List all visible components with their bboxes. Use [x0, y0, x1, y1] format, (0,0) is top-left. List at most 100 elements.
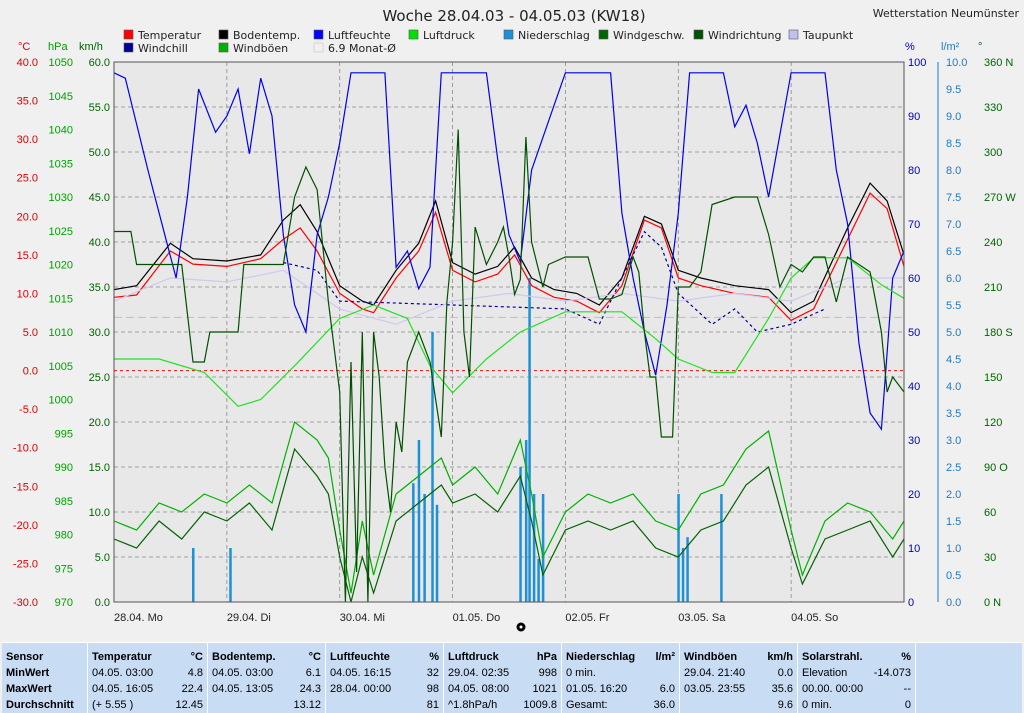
- legend-swatch: [788, 29, 799, 40]
- stats-value: 6.0: [659, 683, 675, 695]
- hum-unit: %: [905, 41, 915, 53]
- dir-axis-tick: 180 S: [984, 327, 1013, 339]
- wind-axis-tick: 0.0: [95, 597, 110, 609]
- wind-axis-tick: 30.0: [89, 327, 110, 339]
- x-tick-label: 02.05. Fr: [565, 612, 609, 624]
- press-axis-tick: 995: [55, 428, 73, 440]
- stats-value: °C: [190, 651, 203, 663]
- hum-axis-tick: 70: [908, 219, 920, 231]
- stats-value: 0: [904, 699, 911, 711]
- stats-label: Windböen: [684, 651, 738, 663]
- stats-cell-row: 04.05. 13:05 24.3: [212, 681, 321, 697]
- press-unit: hPa: [48, 41, 68, 53]
- legend: Temperatur Bodentemp. Luftfeuchte Luftdruck…: [123, 29, 854, 55]
- row-label-sensor: Sensor: [6, 651, 44, 663]
- legend-label: Temperatur: [137, 29, 202, 42]
- stats-label: Bodentemp.: [212, 651, 276, 663]
- stats-cell-row: 81: [330, 697, 439, 713]
- press-axis-tick: 1005: [49, 361, 73, 373]
- rain-bar: [519, 467, 522, 602]
- dir-unit: °: [978, 41, 982, 53]
- stats-value: %: [429, 651, 439, 663]
- stats-cell-row: Solarstrahl.%: [802, 649, 911, 665]
- rain-axis-tick: 1.0: [946, 543, 961, 555]
- stats-label: 04.05. 03:00: [212, 667, 274, 679]
- stats-column: Luftfeuchte% 04.05. 16:15 32 28.04. 00:00 98…: [326, 643, 444, 713]
- stats-row-labels: Sensor MinWert MaxWert Durchschnitt: [2, 643, 88, 713]
- wind-axis-tick: 5.0: [95, 552, 110, 564]
- dir-axis-tick: 120: [984, 417, 1002, 429]
- stats-value: 998: [538, 667, 557, 679]
- stats-cell-row: 04.05. 16:05 22.4: [92, 681, 203, 697]
- legend-label: Windrichtung: [708, 29, 781, 42]
- stats-cell-row: 28.04. 00:00 98: [330, 681, 439, 697]
- stats-value: 0.0: [777, 667, 793, 679]
- series-luftdruck: [114, 257, 905, 407]
- rain-bar: [431, 332, 434, 602]
- temp-axis-tick: -30.0: [13, 597, 38, 609]
- rain-unit: l/m²: [941, 41, 960, 53]
- stats-label: 00.00. 00:00: [802, 683, 864, 695]
- x-tick-label: 01.05. Do: [453, 612, 501, 624]
- rain-axis-tick: 0.5: [946, 570, 961, 582]
- stats-value: 4.8: [187, 667, 203, 679]
- rain-axis-tick: 3.5: [946, 408, 961, 420]
- hum-axis-tick: 100: [908, 57, 926, 69]
- wind-axis-tick: 35.0: [89, 282, 110, 294]
- dir-axis-tick: 210: [984, 282, 1002, 294]
- dir-axis-tick: 30: [984, 552, 996, 564]
- legend-label: Bodentemp.: [233, 29, 300, 42]
- dir-axis-tick: 90 O: [984, 462, 1008, 474]
- rain-bar: [681, 548, 685, 602]
- rain-bar: [524, 440, 528, 602]
- dir-axis-tick: 60: [984, 507, 996, 519]
- stats-value: -14.073: [873, 667, 911, 679]
- stats-label: Luftfeuchte: [330, 651, 390, 663]
- wind-unit: km/h: [79, 41, 103, 53]
- stats-cell-row: (+ 5.55 ) 12.45: [92, 697, 203, 713]
- temp-axis-tick: -15.0: [13, 481, 38, 493]
- x-tick-label: 28.04. Mo: [114, 612, 163, 624]
- hum-axis-tick: 90: [908, 111, 920, 123]
- temp-axis-tick: 20.0: [17, 211, 38, 223]
- temp-axis-tick: 5.0: [23, 327, 38, 339]
- rain-bar: [541, 494, 545, 602]
- stats-label: 04.05. 16:05: [92, 683, 154, 695]
- wind-axis-tick: 15.0: [89, 462, 110, 474]
- stats-value: 1009.8: [523, 699, 557, 711]
- stats-label: 0 min.: [566, 667, 596, 679]
- stats-label: 04.05. 13:05: [212, 683, 274, 695]
- dir-axis-tick: 0 N: [984, 597, 1001, 609]
- stats-value: 98: [426, 683, 439, 695]
- temp-axis-tick: 35.0: [17, 96, 38, 108]
- x-tick-label: 04.05. So: [791, 612, 838, 624]
- legend-label: Luftfeuchte: [328, 29, 391, 42]
- x-axis-labels: 28.04. Mo 29.04. Di 30.04. Mi 01.05. Do 02.0…: [114, 612, 838, 624]
- stats-cell-row: Luftdruck hPa: [448, 649, 557, 665]
- stats-value: %: [901, 651, 911, 663]
- stats-value: 6.1: [305, 667, 321, 679]
- stats-label: [212, 697, 293, 713]
- temp-axis-tick: 30.0: [17, 134, 38, 146]
- temp-axis-tick: 15.0: [17, 250, 38, 262]
- series-bodentemp: [113, 182, 905, 314]
- temp-axis-tick: -10.0: [13, 443, 38, 455]
- press-axis-tick: 1010: [49, 327, 73, 339]
- stats-column: Solarstrahl.% Elevation -14.073 00.00. 00:0…: [798, 643, 916, 713]
- wind-axis-tick: 50.0: [89, 147, 110, 159]
- stats-label: 03.05. 23:55: [684, 683, 746, 695]
- hum-axis-tick: 80: [908, 165, 920, 177]
- legend-swatch: [313, 42, 324, 53]
- stats-cell-row: Temperatur °C: [92, 649, 203, 665]
- legend-swatch: [313, 29, 324, 40]
- dir-axis-tick: 270 W: [984, 192, 1016, 204]
- hum-axis-tick: 0: [908, 597, 914, 609]
- rain-axis-tick: 5.5: [946, 300, 961, 312]
- x-tick-label: 03.05. Sa: [678, 612, 726, 624]
- press-axis-tick: 990: [55, 462, 73, 474]
- temp-axis-tick: 25.0: [17, 173, 38, 185]
- stats-value: 35.6: [771, 683, 793, 695]
- hum-axis-tick: 40: [908, 381, 920, 393]
- wind-axis-tick: 60.0: [89, 57, 110, 69]
- stats-column: Bodentemp. °C 04.05. 03:00 6.1 04.05. 13:05 2…: [208, 643, 326, 713]
